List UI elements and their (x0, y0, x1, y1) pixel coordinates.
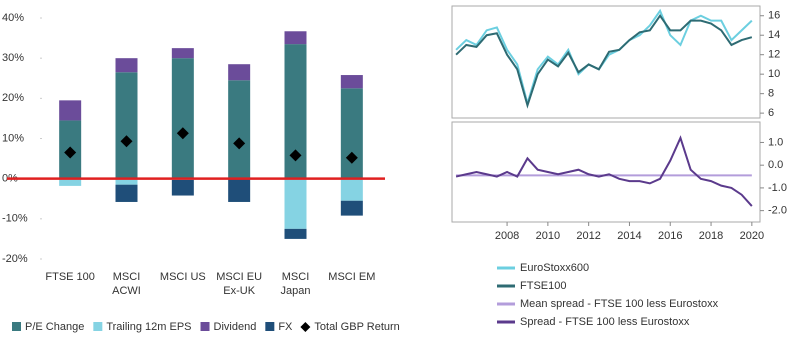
y-tick-label: 10 (768, 68, 780, 80)
x-tick-label: MSCI US (159, 271, 206, 283)
bar-segment (115, 178, 138, 185)
bar-segment (171, 179, 194, 196)
x-tick-label: 2018 (699, 230, 723, 242)
y-tick-label: 1.0 (768, 136, 783, 148)
total-marker (120, 135, 133, 148)
y-tick-label: -2.0 (768, 205, 787, 217)
legend-label: EuroStoxx600 (520, 262, 589, 274)
bar-segment (115, 72, 138, 179)
line-series (455, 8, 753, 108)
y-tick-label: -1.0 (768, 182, 787, 194)
bar-segment (284, 44, 307, 179)
x-tick-label: MSCI Japan (280, 271, 311, 297)
x-tick-label: MSCI EM (328, 271, 376, 283)
x-tick-label: 2016 (658, 230, 682, 242)
legend-swatch (265, 322, 275, 331)
x-tick-label: MSCI ACWI (112, 271, 141, 297)
bar-segment (284, 178, 307, 229)
y-tick-label: 6 (768, 107, 774, 119)
bar-segment (171, 58, 194, 179)
x-tick-label: MSCI EU Ex-UK (216, 271, 263, 297)
y-tick-label: -10% (2, 213, 28, 225)
x-tick-label: 2010 (536, 230, 560, 242)
bar-segment (340, 75, 363, 89)
legend-marker (300, 322, 311, 332)
y-tick-label: 16 (768, 10, 780, 22)
total-marker (345, 151, 358, 164)
legend-label: Mean spread - FTSE 100 less Eurostoxx (520, 298, 719, 310)
bar-segment (340, 178, 363, 201)
line-series (455, 13, 753, 109)
line-series (455, 135, 753, 207)
y-tick-label: 0.0 (768, 159, 783, 171)
bar-segment (228, 179, 251, 202)
legend-swatch (12, 322, 21, 331)
total-marker (289, 149, 302, 162)
legend-label: FX (278, 321, 293, 333)
legend-label: Spread - FTSE 100 less Eurostoxx (520, 316, 690, 328)
legend-label: Trailing 12m EPS (106, 321, 191, 333)
legend-label: P/E Change (25, 321, 84, 333)
legend-swatch (93, 322, 103, 331)
total-marker (233, 137, 246, 150)
x-tick-label: FTSE 100 (45, 271, 95, 283)
x-tick-label: 2014 (617, 230, 641, 242)
x-tick-label: 2008 (495, 230, 519, 242)
bar-segment (171, 48, 194, 59)
bar-segment (340, 88, 363, 179)
y-tick-label: 12 (768, 49, 780, 61)
y-tick-label: 30% (2, 52, 24, 64)
legend-label: Total GBP Return (314, 321, 399, 333)
legend-swatch (200, 322, 210, 331)
x-tick-label: 2020 (740, 230, 764, 242)
y-tick-label: 40% (2, 12, 24, 24)
bar-segment (340, 200, 363, 216)
frame-bottom (451, 121, 761, 223)
bar-segment (284, 228, 307, 239)
x-tick-label: 2012 (576, 230, 600, 242)
y-tick-label: 20% (2, 92, 24, 104)
bar-segment (284, 31, 307, 45)
y-tick-label: 10% (2, 132, 24, 144)
bar-segment (228, 64, 251, 81)
y-tick-label: 8 (768, 88, 774, 100)
bar-segment (59, 178, 82, 186)
bar-segment (115, 58, 138, 73)
legend-label: Dividend (214, 321, 257, 333)
frame-top (451, 5, 761, 119)
bar-segment (228, 80, 251, 179)
bar-segment (115, 184, 138, 202)
bar-segment (59, 100, 82, 121)
y-tick-label: 14 (768, 29, 780, 41)
legend-label: FTSE100 (520, 280, 566, 292)
total-marker (64, 146, 77, 159)
y-tick-label: -20% (2, 253, 28, 265)
total-marker (176, 127, 189, 140)
